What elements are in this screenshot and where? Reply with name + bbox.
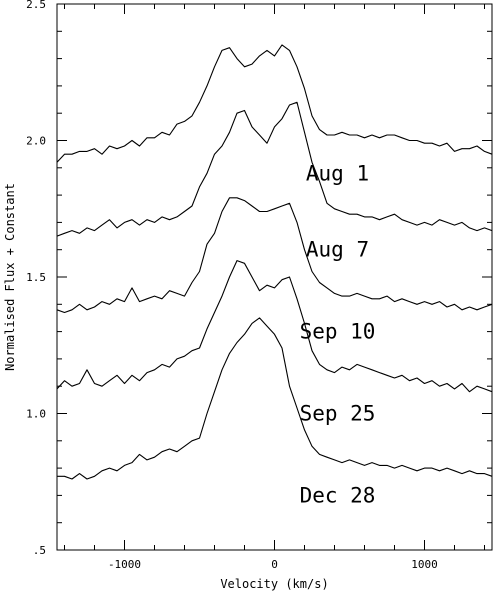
y-tick-label: 2.5 [26, 0, 46, 11]
y-tick-label: 1.0 [26, 408, 46, 421]
y-axis-title: Normalised Flux + Constant [3, 183, 17, 371]
series-line [56, 44, 493, 163]
series-label: Sep 25 [300, 402, 376, 426]
series-label: Aug 7 [306, 238, 369, 262]
axis-tick-labels: -1000 0 1000 .5 1.0 1.5 2.0 2.5 [26, 0, 438, 571]
series-labels: Aug 1 Aug 7 Sep 10 Sep 25 Dec 28 [300, 161, 376, 507]
y-tick-label: .5 [33, 544, 46, 557]
series-group [56, 44, 493, 480]
x-tick-label: 1000 [411, 558, 438, 571]
series-line [56, 260, 493, 393]
x-axis-title: Velocity (km/s) [220, 577, 328, 591]
y-tick-label: 1.5 [26, 271, 46, 284]
series-line [56, 197, 493, 314]
axis-ticks [57, 3, 492, 551]
y-tick-label: 2.0 [26, 135, 46, 148]
x-tick-label: 0 [271, 558, 278, 571]
x-tick-label: -1000 [108, 558, 141, 571]
series-line [56, 101, 493, 237]
series-line [57, 317, 493, 480]
series-label: Dec 28 [300, 483, 376, 507]
series-label: Sep 10 [300, 320, 376, 344]
series-label: Aug 1 [306, 161, 369, 185]
